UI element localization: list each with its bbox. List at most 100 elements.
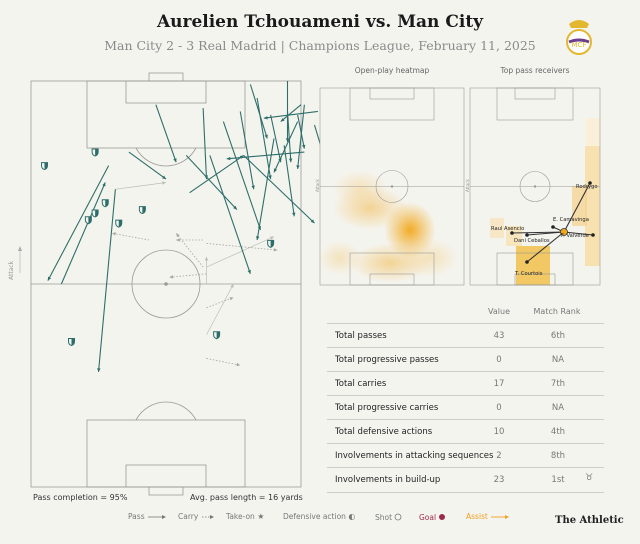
pass-arrow-faint (206, 236, 275, 268)
pass-arrow (256, 97, 272, 180)
legend-goal: Goal (419, 512, 446, 522)
shield-icon: ◐ (348, 512, 356, 521)
defensive-action-icon (41, 162, 48, 171)
carry-arrow (111, 232, 150, 241)
pass-arrow (249, 84, 268, 139)
receiver-node (591, 233, 595, 237)
pass-arrow (273, 121, 299, 173)
carry-arrow (206, 358, 241, 367)
legend-pass-label: Pass (128, 512, 145, 521)
carry-arrow (169, 273, 207, 279)
legend-pass: Pass (128, 512, 167, 521)
pass-arrow (280, 104, 302, 123)
carry-arrow (176, 238, 204, 242)
row-rank: 7th (550, 379, 566, 389)
row-value: 23 (493, 475, 505, 485)
defensive-action-icon (138, 206, 146, 215)
receiver-nodes (510, 181, 595, 264)
brand-logo: The Athletic (555, 515, 624, 526)
legend-assist: Assist (466, 512, 510, 521)
page-subtitle: Man City 2 - 3 Real Madrid | Champions L… (104, 38, 536, 53)
receiver-node (525, 260, 529, 264)
defensive-action-icon (68, 338, 75, 347)
row-value: 10 (493, 427, 505, 437)
pass-completion: Pass completion = 95% (33, 493, 128, 502)
row-rank: 4th (550, 427, 566, 437)
carry-arrow (175, 233, 204, 268)
row-rank: NA (551, 355, 565, 365)
receiver-node (551, 225, 555, 229)
row-value: 17 (493, 379, 505, 389)
legend-shot-label: Shot (375, 513, 393, 522)
heatmap-title: Open-play heatmap (354, 66, 430, 75)
table-row: Total progressive carries 0 NA (327, 395, 604, 420)
pass-arrow (60, 182, 106, 285)
legend-defensive-label: Defensive action (283, 512, 346, 521)
receiver-zones (490, 118, 600, 285)
defensive-action-icon (115, 219, 123, 228)
carry-arrow (206, 297, 234, 309)
legend-take-on-label: Take-on (226, 512, 255, 521)
row-label: Involvements in attacking sequences (335, 451, 494, 461)
legend-goal-label: Goal (419, 513, 437, 522)
defensive-action-icon (91, 148, 99, 157)
pass-arrow (155, 104, 177, 163)
legend-carry-label: Carry (178, 512, 199, 521)
row-value: 0 (496, 403, 502, 413)
table-row: Total progressive passes 0 NA (327, 347, 604, 372)
assist-arrow-icon (491, 515, 510, 519)
star-icon: ★ (257, 512, 265, 521)
receiver-label: Rodrygo (576, 184, 598, 190)
row-label: Involvements in build-up (335, 475, 441, 485)
row-label: Total progressive carries (335, 403, 439, 413)
defensive-action-icon (91, 209, 99, 218)
pass-arrow (209, 155, 251, 275)
table-header-value: Value (488, 307, 510, 316)
receiver-label: E. Camavinga (553, 217, 589, 223)
heatmap-attack-label: Attack (315, 179, 320, 192)
row-label: Total progressive passes (335, 355, 439, 365)
pass-arrow (239, 111, 255, 190)
legend-take-on: Take-on ★ (226, 512, 264, 521)
receivers-attack-label: Attack (465, 179, 470, 192)
pass-map-pitch (30, 72, 343, 496)
pass-arrow (226, 151, 305, 161)
legend-shot: Shot (375, 512, 402, 522)
receiver-node (510, 231, 514, 235)
heatmap-pitch (318, 87, 465, 286)
pass-arrow-faint (115, 181, 167, 190)
legend-defensive: Defensive action ◐ (283, 512, 355, 521)
row-rank: 1st (551, 475, 565, 485)
row-label: Total carries (335, 379, 387, 389)
table-header-rank: Match Rank (533, 307, 581, 316)
pass-arrow (296, 104, 305, 170)
row-rank: NA (551, 403, 565, 413)
receiver-label: Raul Asencio (491, 226, 524, 232)
centre-spot (164, 282, 168, 286)
pass-arrow (47, 165, 110, 281)
receiver-links (511, 182, 594, 263)
receiver-label: T. Courtois (514, 271, 543, 277)
carry-arrow (206, 243, 278, 252)
row-rank: 6th (550, 331, 566, 341)
carry-arrow-icon (201, 515, 214, 519)
pass-arrow (185, 155, 238, 210)
goal-circle-icon (439, 514, 446, 520)
pass-arrow-faint (206, 283, 234, 335)
real-madrid-crest-icon: MCF (566, 20, 592, 55)
row-value: 2 (496, 451, 502, 461)
table-row: Involvements in build-up 23 1st ♉ (327, 467, 604, 493)
row-label: Total passes (335, 331, 387, 341)
page-title: Aurelien Tchouameni vs. Man City (156, 12, 484, 32)
row-value: 0 (496, 355, 502, 365)
pass-arrow (285, 81, 290, 142)
defensive-action-icon (84, 216, 92, 225)
avg-pass-length: Avg. pass length = 16 yards (190, 493, 303, 502)
receiver-label: F. Valverde (561, 233, 589, 239)
svg-text:MCF: MCF (572, 41, 587, 49)
pass-arrow-icon (148, 515, 166, 519)
row-rank: 8th (550, 451, 566, 461)
pass-arrow (97, 189, 116, 373)
pass-arrow (222, 121, 262, 231)
pass-arrow-faint (204, 256, 209, 284)
